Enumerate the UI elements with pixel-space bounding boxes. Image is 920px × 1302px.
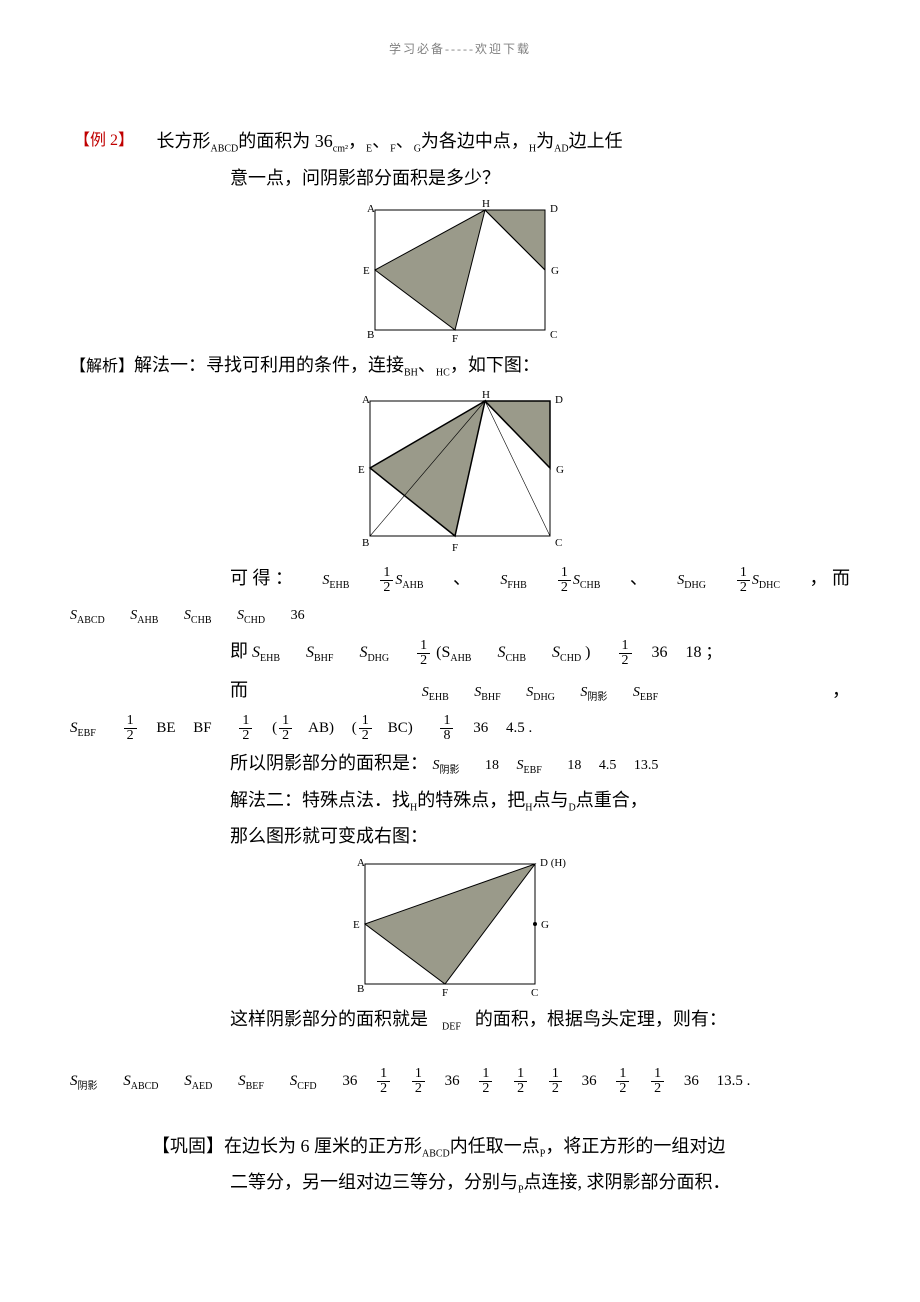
svg-text:G: G: [541, 919, 549, 931]
svg-text:E: E: [363, 265, 370, 277]
t: 边上任: [569, 131, 623, 151]
svg-text:F: F: [452, 333, 458, 345]
method2-l2: 那么图形就可变成右图：: [70, 822, 850, 850]
conclusion: 这样阴影部分的面积就是DEF的面积，根据鸟头定理，则有：: [70, 1005, 850, 1042]
example-problem: 【例 2】 长方形ABCD的面积为 36cm²，E、F、G为各边中点，H为AD边…: [70, 127, 850, 192]
t: 、: [418, 355, 436, 375]
svg-text:H: H: [482, 200, 490, 210]
eq-line-4: 而 SEHB SBHF SDHG S阴影 SEBF ，: [70, 674, 850, 713]
s: ABCD: [211, 144, 239, 155]
final-eq: S阴影 SABCD SAED SBEF SCFD 36 12 12 36 12 …: [70, 1066, 850, 1102]
t: 、: [396, 131, 414, 151]
consolidate-label: 【巩固】: [152, 1136, 224, 1156]
eq-line-2: SABCD SAHB SCHB SCHD 36: [70, 601, 850, 636]
svg-text:D: D: [550, 203, 558, 215]
s: cm²: [333, 144, 348, 155]
consolidate-block: 【巩固】在边长为 6 厘米的正方形ABCD内任取一点P，将正方形的一组对边 二等…: [70, 1132, 850, 1205]
analysis-label: 【解析】: [70, 358, 134, 375]
svg-text:G: G: [556, 464, 564, 476]
eq-line-5: SEBF 12 BE BF 12 (12AB) (12BC) 18 36 4.5…: [70, 713, 850, 749]
problem-line2: 意一点，问阴影部分面积是多少？: [230, 168, 500, 188]
figure-1: A B C D E F G H: [70, 200, 850, 345]
page-root: 学习必备-----欢迎下载 【例 2】 长方形ABCD的面积为 36cm²，E、…: [0, 0, 920, 1245]
svg-text:A: A: [362, 394, 370, 406]
t: 可 得 ：: [230, 562, 293, 594]
t: ，如下图：: [450, 355, 540, 375]
svg-text:E: E: [358, 464, 365, 476]
lblA: A: [367, 203, 375, 215]
svg-text:E: E: [353, 919, 360, 931]
svg-text:B: B: [357, 983, 364, 995]
t: 为: [536, 131, 554, 151]
page-header: 学习必备-----欢迎下载: [70, 40, 850, 57]
t: ，: [348, 131, 366, 151]
s: G: [414, 144, 421, 155]
s: BH: [404, 367, 418, 378]
t: 、: [372, 131, 390, 151]
svg-text:F: F: [442, 987, 448, 999]
svg-text:B: B: [362, 537, 369, 549]
t: ， 而: [809, 562, 850, 594]
figure-3: A B C D (H) E F G: [70, 854, 850, 999]
svg-text:B: B: [367, 329, 374, 341]
figure-2: A B C D E F G H: [70, 391, 850, 556]
svg-text:D: D: [555, 394, 563, 406]
svg-text:F: F: [452, 542, 458, 554]
t: 长方形: [157, 131, 211, 151]
eq-line-1: 可 得 ： SEHB 12SAHB 、 SFHB 12SCHB 、 SDHG 1…: [70, 562, 850, 601]
result-line: 所以阴影部分的面积是： S阴影 18 SEBF 18 4.5 13.5: [70, 749, 850, 786]
dh-label: D (H): [540, 857, 566, 869]
t: 的面积为 36: [238, 131, 333, 151]
t: 为各边中点，: [421, 131, 529, 151]
svg-text:C: C: [550, 329, 557, 341]
eq-line-3: 即 SEHB SBHF SDHG 12 (SAHB SCHB SCHD ) 12…: [70, 636, 850, 674]
svg-text:H: H: [482, 391, 490, 401]
svg-text:A: A: [357, 857, 365, 869]
s: AD: [554, 144, 568, 155]
method2-l1: 解法二：特殊点法．找H的特殊点，把H点与D点重合，: [70, 786, 850, 823]
t: 解法一：寻找可利用的条件，连接: [134, 355, 404, 375]
s: HC: [436, 367, 450, 378]
analysis-line1: 【解析】解法一：寻找可利用的条件，连接BH、HC，如下图：: [70, 351, 850, 388]
svg-text:C: C: [555, 537, 562, 549]
svg-text:G: G: [551, 265, 559, 277]
svg-text:C: C: [531, 987, 538, 999]
